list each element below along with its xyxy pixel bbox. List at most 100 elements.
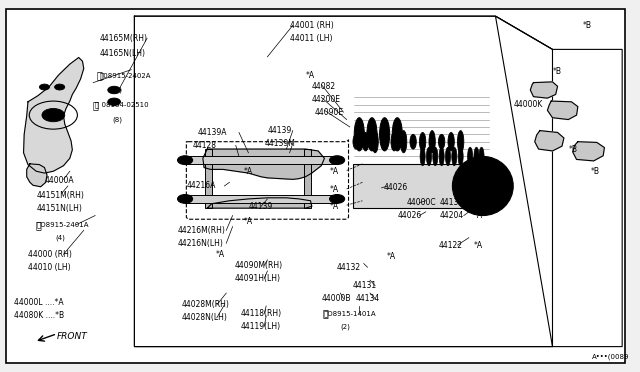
Circle shape — [330, 156, 345, 164]
Text: *A: *A — [474, 241, 483, 250]
Text: 44134: 44134 — [356, 294, 380, 303]
Text: (4): (4) — [55, 234, 65, 241]
Ellipse shape — [452, 157, 513, 215]
Text: 44000C: 44000C — [407, 198, 436, 207]
Polygon shape — [531, 82, 557, 98]
Text: 44204: 44204 — [440, 211, 464, 220]
Text: 44000K: 44000K — [513, 100, 543, 109]
Text: (2): (2) — [340, 323, 350, 330]
Circle shape — [177, 156, 193, 164]
Polygon shape — [27, 164, 47, 187]
Circle shape — [108, 86, 120, 94]
Text: Ⓥ: Ⓥ — [323, 308, 329, 318]
Text: ⓋO8915-2401A: ⓋO8915-2401A — [36, 221, 89, 228]
Text: 44165N(LH): 44165N(LH) — [100, 49, 145, 58]
Text: 44082: 44082 — [312, 82, 336, 91]
Ellipse shape — [433, 147, 438, 166]
Text: *A: *A — [474, 211, 483, 220]
Text: Ⓑ: Ⓑ — [92, 100, 98, 110]
Text: *A: *A — [330, 202, 339, 211]
Ellipse shape — [419, 132, 426, 151]
Text: 44131: 44131 — [353, 281, 377, 290]
Ellipse shape — [410, 134, 416, 149]
Text: 44080K ....*B: 44080K ....*B — [14, 311, 64, 320]
Text: *B: *B — [568, 145, 577, 154]
Ellipse shape — [381, 134, 388, 149]
Circle shape — [330, 195, 345, 203]
Text: 44000L ....*A: 44000L ....*A — [14, 298, 64, 307]
Text: 44216N(LH): 44216N(LH) — [177, 239, 223, 248]
Text: *B: *B — [591, 167, 600, 176]
Circle shape — [54, 84, 65, 90]
Bar — [304, 149, 310, 208]
Ellipse shape — [439, 147, 444, 166]
Polygon shape — [203, 149, 324, 179]
Text: 44216A: 44216A — [186, 182, 216, 190]
Polygon shape — [573, 142, 604, 161]
Text: 44000 (RH): 44000 (RH) — [28, 250, 72, 259]
Text: 44200E: 44200E — [312, 95, 340, 104]
Ellipse shape — [429, 131, 435, 153]
Text: 44151N(LH): 44151N(LH) — [36, 203, 82, 213]
Ellipse shape — [420, 147, 425, 166]
Text: 44028M(RH): 44028M(RH) — [182, 300, 230, 310]
Ellipse shape — [367, 118, 377, 151]
Ellipse shape — [461, 164, 505, 208]
Ellipse shape — [458, 131, 464, 153]
Text: 44090M(RH): 44090M(RH) — [234, 261, 283, 270]
Circle shape — [40, 84, 49, 90]
Text: 44010 (LH): 44010 (LH) — [28, 263, 70, 272]
Bar — [185, 195, 337, 203]
Ellipse shape — [401, 131, 407, 153]
Text: *A: *A — [243, 217, 253, 225]
Polygon shape — [134, 16, 552, 347]
Ellipse shape — [468, 147, 473, 166]
Text: 44000A: 44000A — [44, 176, 74, 185]
Text: 44139A: 44139A — [198, 128, 227, 137]
Circle shape — [108, 98, 120, 106]
Text: *A: *A — [474, 198, 483, 207]
Text: 44139: 44139 — [268, 126, 292, 135]
Text: FRONT: FRONT — [57, 332, 88, 341]
Text: 44130: 44130 — [440, 198, 464, 207]
Ellipse shape — [438, 134, 445, 149]
Text: *A: *A — [330, 167, 339, 176]
Circle shape — [177, 195, 193, 203]
Bar — [353, 164, 492, 208]
Ellipse shape — [445, 147, 451, 166]
Text: 44216M(RH): 44216M(RH) — [177, 226, 225, 235]
Text: ⓋO8915-1401A: ⓋO8915-1401A — [323, 310, 376, 317]
Polygon shape — [547, 101, 578, 119]
Polygon shape — [495, 16, 622, 347]
Text: *A: *A — [243, 167, 253, 176]
Ellipse shape — [426, 147, 431, 166]
Text: *B: *B — [552, 67, 561, 76]
Text: *A: *A — [387, 251, 396, 261]
Polygon shape — [24, 58, 84, 173]
Text: 44119(LH): 44119(LH) — [241, 322, 281, 331]
Text: 44091H(LH): 44091H(LH) — [234, 274, 280, 283]
Ellipse shape — [448, 132, 454, 151]
Ellipse shape — [362, 132, 369, 151]
Ellipse shape — [354, 118, 364, 151]
Text: 44026: 44026 — [383, 183, 408, 192]
Text: Ⓥ: Ⓥ — [35, 220, 41, 230]
Text: 44118(RH): 44118(RH) — [241, 309, 282, 318]
Circle shape — [42, 109, 65, 122]
Text: 44011 (LH): 44011 (LH) — [290, 34, 332, 43]
Text: 44028N(LH): 44028N(LH) — [182, 313, 228, 322]
Text: 44122: 44122 — [438, 241, 463, 250]
Text: 44090E: 44090E — [315, 108, 344, 117]
Polygon shape — [207, 198, 312, 208]
Text: *A: *A — [305, 71, 315, 80]
Ellipse shape — [353, 134, 359, 149]
Bar — [185, 157, 337, 164]
Text: 44151M(RH): 44151M(RH) — [36, 191, 84, 200]
Ellipse shape — [391, 132, 397, 151]
Ellipse shape — [474, 147, 479, 166]
Text: 44132: 44132 — [337, 263, 361, 272]
Text: *B: *B — [583, 21, 592, 30]
Text: 44000B: 44000B — [321, 294, 351, 303]
Text: (8): (8) — [112, 87, 122, 93]
Text: 44026: 44026 — [397, 211, 422, 220]
